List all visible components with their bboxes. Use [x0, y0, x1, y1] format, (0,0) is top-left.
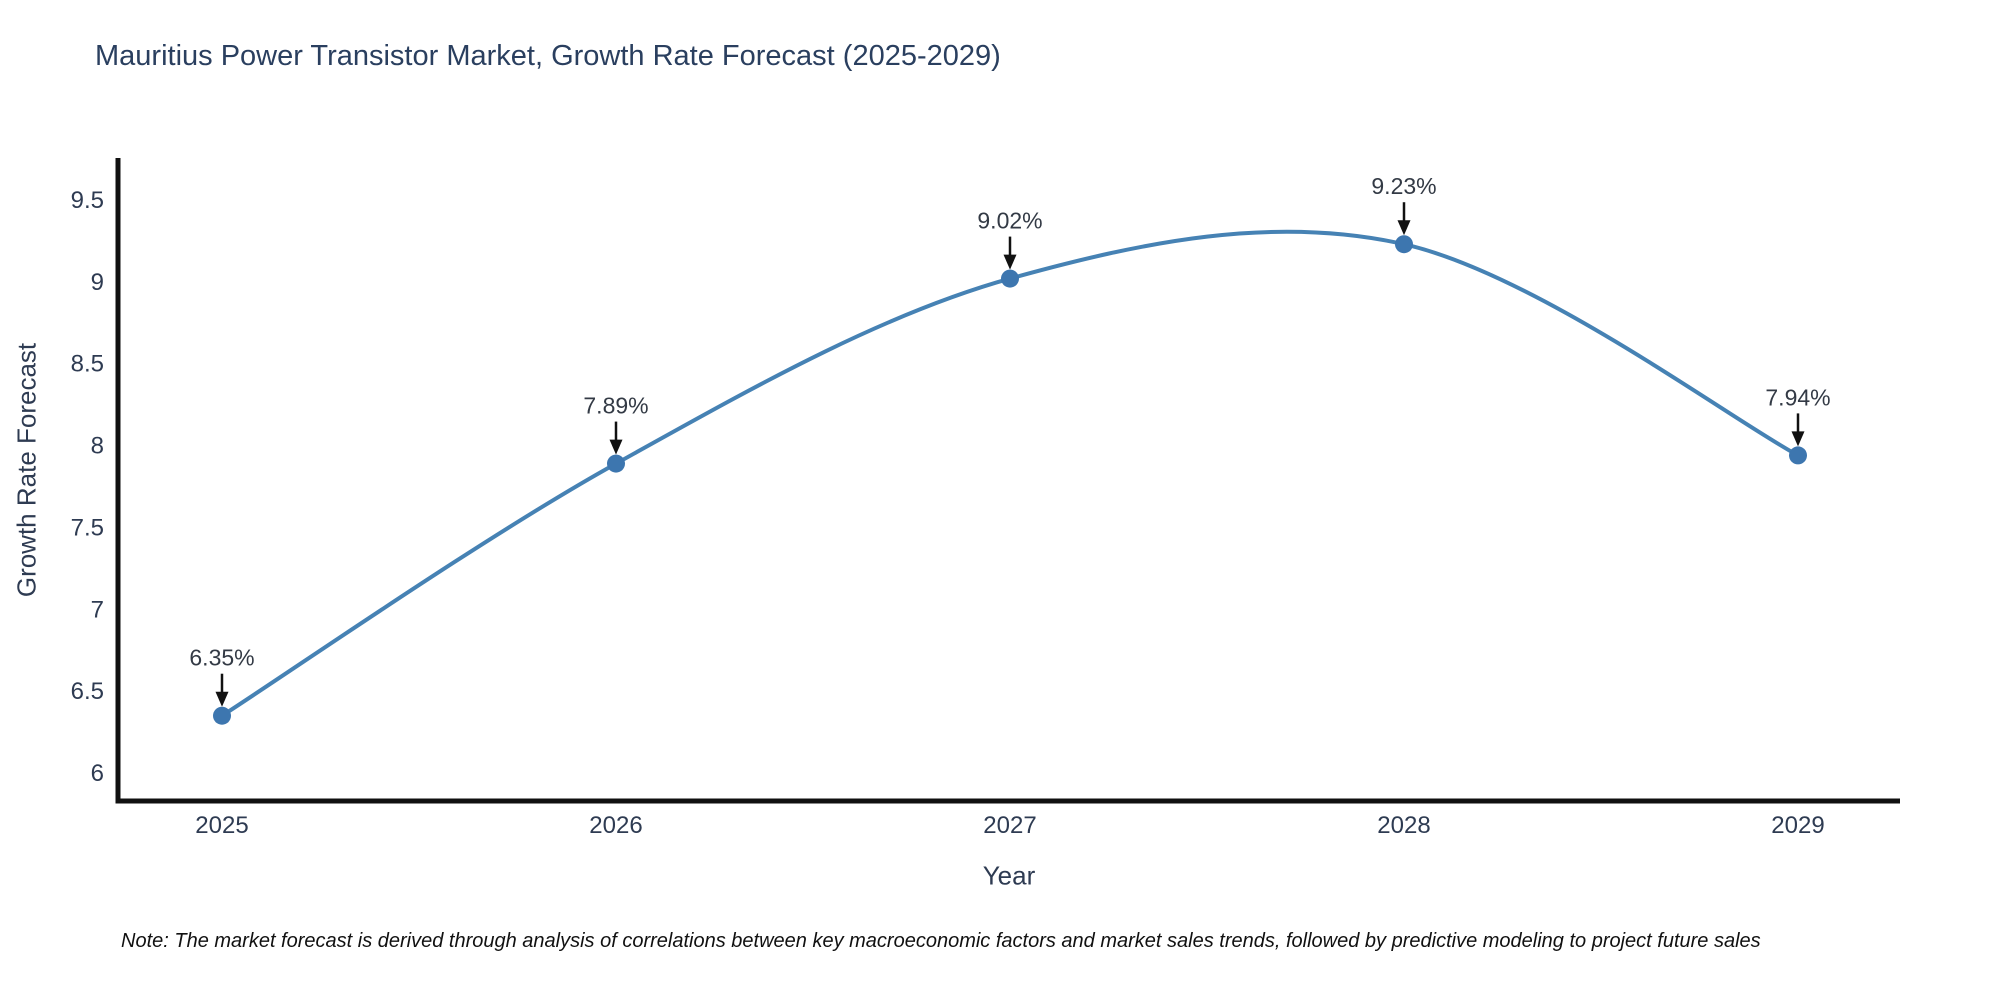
x-tick-label: 2026 [589, 812, 642, 839]
y-tick-label: 9 [91, 269, 104, 296]
y-tick-label: 6 [91, 760, 104, 787]
annotation-arrowhead [1791, 431, 1805, 447]
x-tick-label: 2028 [1377, 812, 1430, 839]
x-axis-title: Year [982, 860, 1036, 891]
annotation-arrowhead [1397, 220, 1411, 236]
x-tick-label: 2029 [1771, 812, 1824, 839]
point-annotation-label: 7.89% [583, 393, 648, 419]
data-point-marker [607, 454, 625, 473]
x-tick-label: 2027 [983, 812, 1036, 839]
x-tick-label: 2025 [195, 812, 248, 839]
series-line [220, 229, 1800, 718]
point-annotation-label: 6.35% [189, 645, 254, 671]
y-tick-label: 7.5 [71, 514, 104, 541]
point-annotation-label: 7.94% [1765, 384, 1830, 410]
y-tick-label: 7 [91, 596, 104, 623]
point-annotation-label: 9.02% [977, 208, 1042, 234]
chart-title: Mauritius Power Transistor Market, Growt… [95, 40, 1001, 72]
annotation-arrowhead [609, 439, 623, 455]
data-point-marker [1789, 446, 1807, 465]
annotation-arrowhead [215, 691, 229, 707]
y-tick-label: 9.5 [71, 187, 104, 214]
y-tick-label: 6.5 [71, 678, 104, 705]
y-tick-label: 8.5 [71, 351, 104, 378]
footnote: Note: The market forecast is derived thr… [121, 930, 1761, 952]
data-point-marker [213, 706, 231, 725]
annotation-arrowhead [1003, 254, 1017, 270]
y-tick-label: 8 [91, 433, 104, 460]
point-annotation-label: 9.23% [1371, 173, 1436, 199]
data-point-marker [1001, 269, 1019, 288]
data-point-marker [1395, 235, 1413, 254]
